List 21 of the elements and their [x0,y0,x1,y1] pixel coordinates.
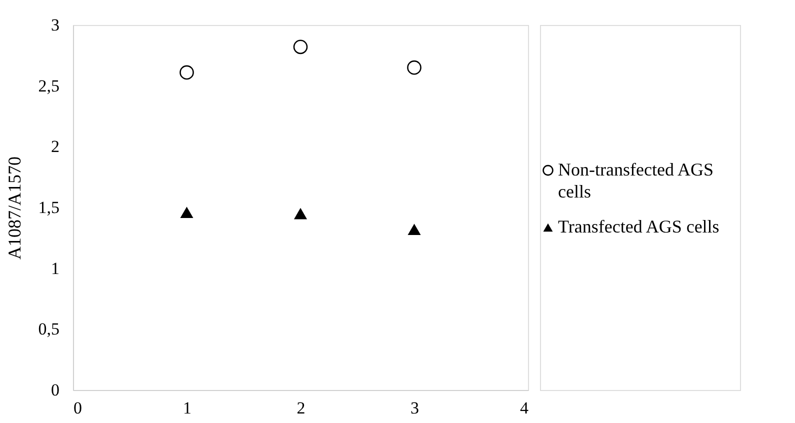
y-tick-label: 0 [51,380,60,400]
x-tick-label: 0 [74,398,82,418]
point [180,206,194,218]
x-tick-label: 4 [520,398,529,418]
y-tick-label: 1,5 [38,198,60,217]
y-tick-label: 1 [51,258,60,278]
point [180,65,194,80]
y-tick-label: 3 [51,16,60,34]
y-axis-title: A1087/A1570 [4,156,24,260]
x-tick-label: 1 [183,398,192,418]
point [408,224,421,236]
y-tick-label: 0,5 [38,320,60,339]
legend-label: Non-transfected AGS cells [558,159,714,202]
y-tick-label: 2,5 [38,76,60,96]
point [293,40,308,54]
legend-label: Transfected AGS cells [558,216,720,236]
point [407,60,422,75]
y-tick-label: 2 [51,137,60,156]
x-tick-label: 3 [410,398,419,418]
point [294,208,308,220]
x-tick-label: 2 [296,398,306,418]
